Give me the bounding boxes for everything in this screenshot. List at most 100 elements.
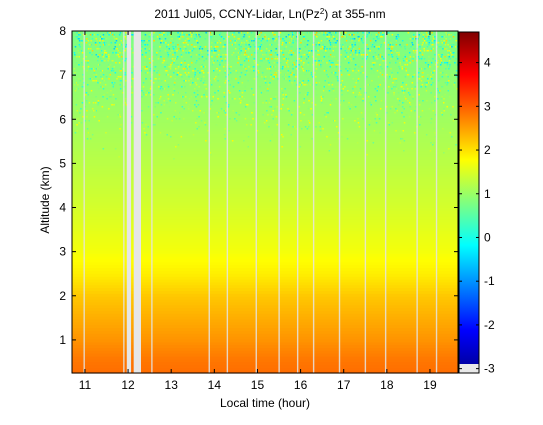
noise-pixel (95, 76, 97, 78)
heatmap-band (72, 125, 458, 129)
noise-pixel (232, 44, 235, 46)
noise-pixel (273, 74, 276, 76)
noise-pixel (210, 104, 212, 106)
noise-pixel (84, 106, 86, 108)
noise-pixel (280, 56, 282, 58)
noise-pixel (394, 50, 396, 52)
x-axis: 11 12 13 14 15 16 17 18 19 (79, 31, 437, 392)
noise-pixel (93, 80, 95, 82)
noise-pixel (159, 38, 161, 40)
noise-pixel (220, 36, 223, 38)
noise-pixel (422, 76, 425, 78)
noise-pixel (366, 54, 368, 56)
noise-pixel (178, 36, 181, 38)
noise-pixel (207, 130, 209, 132)
heatmap-band (72, 310, 458, 314)
noise-pixel (118, 156, 120, 158)
noise-pixel (90, 90, 93, 92)
noise-pixel (103, 74, 106, 76)
noise-pixel (110, 42, 113, 44)
heatmap-band (72, 287, 458, 291)
noise-pixel (107, 64, 110, 66)
noise-pixel (268, 68, 271, 70)
noise-pixel (259, 66, 261, 68)
noise-pixel (362, 56, 364, 58)
noise-pixel (243, 140, 245, 142)
noise-pixel (178, 38, 181, 40)
noise-pixel (143, 40, 145, 42)
noise-pixel (322, 48, 324, 50)
noise-pixel (341, 76, 343, 78)
noise-pixel (329, 42, 332, 44)
noise-pixel (391, 74, 393, 76)
noise-pixel (197, 100, 199, 102)
noise-pixel (197, 94, 199, 96)
noise-pixel (171, 58, 174, 60)
noise-pixel (149, 62, 151, 64)
noise-pixel (345, 32, 347, 34)
noise-pixel (247, 56, 250, 58)
noise-pixel (269, 70, 272, 72)
noise-pixel (456, 46, 459, 48)
noise-pixel (161, 56, 164, 58)
noise-pixel (174, 110, 177, 112)
noise-pixel (404, 76, 407, 78)
noise-pixel (148, 48, 151, 50)
noise-pixel (362, 98, 364, 100)
noise-pixel (383, 60, 385, 62)
noise-pixel (173, 90, 176, 92)
noise-pixel (434, 100, 436, 102)
noise-pixel (418, 42, 420, 44)
noise-pixel (352, 46, 354, 48)
noise-pixel (324, 114, 326, 116)
noise-pixel (164, 80, 166, 82)
noise-pixel (74, 54, 76, 56)
noise-pixel (89, 34, 92, 36)
noise-pixel (446, 32, 449, 34)
noise-pixel (359, 88, 362, 90)
noise-pixel (148, 36, 150, 38)
noise-pixel (176, 56, 179, 58)
noise-pixel (385, 106, 388, 108)
noise-pixel (378, 46, 380, 48)
noise-pixel (96, 68, 99, 70)
noise-pixel (78, 40, 81, 42)
noise-pixel (225, 114, 228, 116)
noise-pixel (160, 88, 163, 90)
noise-pixel (376, 114, 378, 116)
noise-pixel (386, 112, 388, 114)
noise-pixel (186, 38, 188, 40)
noise-pixel (253, 102, 255, 104)
noise-pixel (347, 106, 350, 108)
noise-pixel (223, 66, 225, 68)
noise-pixel (73, 68, 76, 70)
noise-pixel (288, 80, 291, 82)
missing-data-period (133, 31, 141, 373)
noise-pixel (281, 44, 283, 46)
noise-pixel (224, 72, 226, 74)
noise-pixel (304, 84, 306, 86)
noise-pixel (229, 42, 231, 44)
noise-pixel (345, 68, 347, 70)
noise-pixel (216, 60, 219, 62)
noise-pixel (441, 36, 443, 38)
noise-pixel (357, 70, 360, 72)
noise-pixel (314, 72, 316, 74)
noise-pixel (379, 72, 382, 74)
noise-pixel (98, 88, 100, 90)
noise-pixel (366, 56, 369, 58)
noise-pixel (285, 42, 287, 44)
noise-pixel (354, 96, 357, 98)
noise-pixel (87, 48, 90, 50)
noise-pixel (170, 64, 172, 66)
noise-pixel (292, 52, 295, 54)
noise-pixel (315, 64, 317, 66)
noise-pixel (246, 40, 248, 42)
noise-pixel (108, 66, 110, 68)
noise-pixel (187, 106, 189, 108)
noise-pixel (334, 74, 336, 76)
noise-pixel (315, 88, 317, 90)
noise-pixel (451, 44, 453, 46)
noise-pixel (353, 48, 356, 50)
noise-pixel (96, 40, 98, 42)
